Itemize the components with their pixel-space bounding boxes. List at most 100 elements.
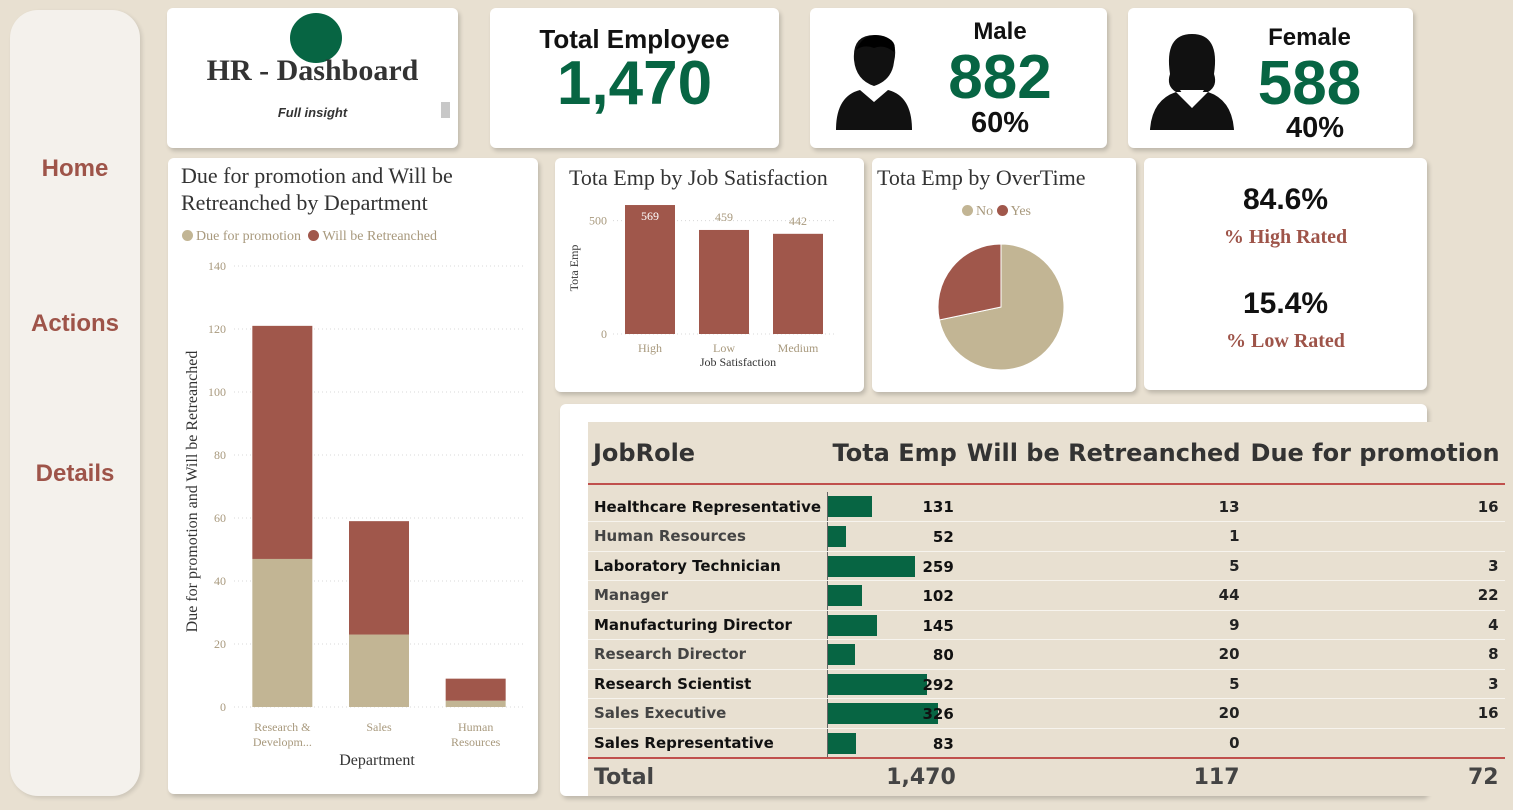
total-retrenched: 117 (962, 758, 1246, 796)
table-row[interactable]: Manufacturing Director 145 9 4 (588, 610, 1505, 640)
bar-segment (252, 326, 312, 559)
bar-segment (252, 559, 312, 707)
table-row[interactable]: Sales Executive 326 20 16 (588, 699, 1505, 729)
table-row[interactable]: Manager 102 44 22 (588, 581, 1505, 611)
cell-tota-emp: 259 (828, 551, 962, 581)
department-chart-card: Due for promotion and Will be Retreanche… (168, 158, 538, 794)
data-bar-value: 292 (922, 676, 953, 694)
cell-promotion: 16 (1246, 492, 1505, 522)
scrollbar[interactable] (441, 102, 450, 118)
table-row[interactable]: Healthcare Representative 131 13 16 (588, 492, 1505, 522)
y-tick-label: 60 (214, 511, 226, 525)
data-bar (828, 674, 927, 695)
x-tick-label: High (638, 341, 662, 355)
bar-segment (349, 635, 409, 707)
bar (625, 205, 675, 334)
nav-home[interactable]: Home (10, 155, 140, 183)
male-value: 882 (925, 42, 1075, 113)
table-row[interactable]: Research Scientist 292 5 3 (588, 669, 1505, 699)
data-bar (828, 615, 877, 636)
table-row[interactable]: Human Resources 52 1 (588, 522, 1505, 552)
table-row[interactable]: Research Director 80 20 8 (588, 640, 1505, 670)
y-tick-label: 140 (208, 259, 226, 273)
cell-tota-emp: 326 (828, 699, 962, 729)
data-label: 459 (715, 210, 733, 224)
page-title: HR - Dashboard (167, 54, 458, 88)
y-tick-label: 0 (220, 700, 226, 714)
data-bar-value: 131 (922, 498, 953, 516)
total-label: Total (588, 758, 828, 796)
cell-promotion: 4 (1246, 610, 1505, 640)
male-card: Male 882 60% (810, 8, 1107, 148)
x-tick-label: Human (458, 720, 493, 734)
y-axis-label: Due for promotion and Will be Retreanche… (184, 351, 201, 633)
cell-jobrole: Human Resources (588, 522, 828, 552)
cell-jobrole: Sales Representative (588, 728, 828, 758)
cell-promotion: 3 (1246, 669, 1505, 699)
data-bar-value: 326 (922, 705, 953, 723)
data-label: 442 (789, 214, 807, 228)
cell-jobrole: Manufacturing Director (588, 610, 828, 640)
cell-jobrole: Healthcare Representative (588, 492, 828, 522)
cell-jobrole: Research Scientist (588, 669, 828, 699)
job-satisfaction-card: Tota Emp by Job Satisfaction 0 500 569 High… (555, 158, 864, 392)
data-bar (828, 556, 915, 577)
cell-promotion: 16 (1246, 699, 1505, 729)
nav-actions[interactable]: Actions (10, 310, 140, 338)
pie-slice-yes (938, 244, 1001, 320)
cell-tota-emp: 131 (828, 492, 962, 522)
column-header-promotion[interactable]: Due for promotion (1246, 422, 1505, 484)
cell-retrenched: 5 (962, 669, 1246, 699)
cell-promotion (1246, 728, 1505, 758)
cell-tota-emp: 52 (828, 522, 962, 552)
x-tick-label: Medium (778, 341, 819, 355)
x-tick-label: Sales (366, 720, 392, 734)
female-card: Female 588 40% (1128, 8, 1413, 148)
department-chart: 0 20 40 60 80 100 120 140 Research &Developm... S… (168, 158, 538, 794)
y-tick-label: 100 (208, 385, 226, 399)
table-row[interactable]: Sales Representative 83 0 (588, 728, 1505, 758)
x-tick-label: Low (713, 341, 735, 355)
bar-segment (446, 679, 506, 701)
column-header-retrenched[interactable]: Will be Retreanched (962, 422, 1246, 484)
job-satisfaction-chart: 0500 569High459Low442MediumJob Satisfacti… (555, 158, 864, 392)
total-promotion: 72 (1246, 758, 1505, 796)
data-bar (828, 644, 855, 665)
bar (699, 230, 749, 334)
table-row[interactable]: Laboratory Technician 259 5 3 (588, 551, 1505, 581)
rating-card: 84.6% % High Rated 15.4% % Low Rated (1144, 158, 1427, 390)
cell-retrenched: 1 (962, 522, 1246, 552)
table-total-row: Total 1,470 117 72 (588, 758, 1505, 796)
y-tick-label: 40 (214, 574, 226, 588)
y-tick-label: 0 (601, 327, 607, 341)
low-rated-value: 15.4% (1144, 287, 1427, 321)
total-tota-emp: 1,470 (828, 758, 962, 796)
data-bar (828, 526, 846, 547)
cell-retrenched: 20 (962, 699, 1246, 729)
nav-details[interactable]: Details (10, 460, 140, 488)
cell-retrenched: 44 (962, 581, 1246, 611)
cell-retrenched: 9 (962, 610, 1246, 640)
cell-promotion: 8 (1246, 640, 1505, 670)
x-tick-label: Research & (254, 720, 311, 734)
table-header-row: JobRole Tota Emp Will be Retreanched Due… (588, 422, 1505, 484)
jobrole-table-card: JobRole Tota Emp Will be Retreanched Due… (560, 404, 1427, 796)
cell-tota-emp: 83 (828, 728, 962, 758)
total-employee-card: Total Employee 1,470 (490, 8, 779, 148)
y-tick-label: 80 (214, 448, 226, 462)
y-tick-label: 20 (214, 637, 226, 651)
cell-tota-emp: 102 (828, 581, 962, 611)
column-header-tota-emp[interactable]: Tota Emp (828, 422, 962, 484)
data-bar (828, 496, 872, 517)
male-person-icon (834, 30, 914, 130)
x-axis-label: Job Satisfaction (700, 355, 776, 369)
cell-retrenched: 5 (962, 551, 1246, 581)
cell-jobrole: Research Director (588, 640, 828, 670)
data-bar-value: 52 (933, 528, 954, 546)
low-rated-label: % Low Rated (1144, 330, 1427, 353)
cell-promotion: 3 (1246, 551, 1505, 581)
page-subtitle: Full insight (167, 105, 458, 120)
high-rated-value: 84.6% (1144, 183, 1427, 217)
bar-segment (446, 701, 506, 707)
column-header-jobrole[interactable]: JobRole (588, 422, 828, 484)
